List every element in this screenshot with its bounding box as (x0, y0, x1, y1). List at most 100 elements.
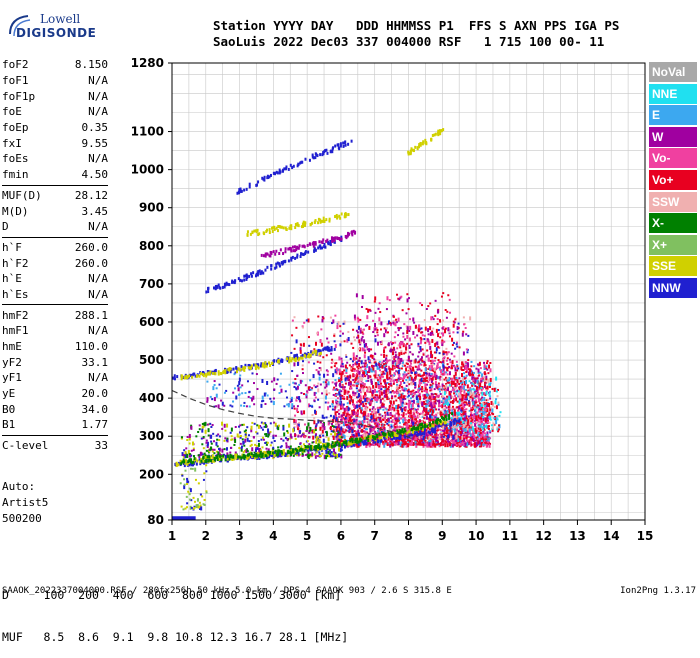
echo-point (483, 376, 485, 378)
echo-point (442, 364, 444, 368)
echo-point (280, 385, 282, 387)
echo-point (345, 417, 347, 419)
echo-point (250, 445, 252, 447)
echo-point (417, 389, 419, 393)
echo-point (297, 386, 299, 390)
echo-point (205, 464, 207, 466)
echo-point (397, 334, 399, 336)
echo-point (382, 409, 384, 411)
echo-point (459, 346, 461, 348)
echo-point (404, 403, 406, 405)
echo-point (462, 403, 464, 405)
echo-point (402, 398, 404, 400)
echo-point (223, 440, 225, 442)
echo-point (389, 359, 391, 361)
echo-point (447, 443, 449, 447)
echo-point (460, 428, 462, 430)
echo-point (328, 437, 330, 441)
echo-point (251, 422, 253, 424)
echo-point (388, 342, 390, 346)
echo-point (459, 405, 461, 407)
echo-point (374, 312, 376, 314)
echo-point (196, 504, 198, 508)
echo-point (430, 351, 432, 355)
echo-point (464, 417, 466, 421)
echo-point (359, 416, 361, 418)
echo-point (331, 359, 333, 361)
echo-point (441, 342, 443, 344)
echo-point (434, 315, 436, 317)
echo-point (376, 394, 378, 396)
echo-point (356, 361, 358, 363)
echo-point (187, 436, 189, 438)
echo-point (344, 386, 346, 388)
echo-point (423, 407, 425, 411)
echo-point (470, 412, 472, 414)
echo-point (311, 430, 313, 432)
echo-point (376, 432, 378, 434)
echo-point (253, 382, 255, 384)
echo-point (314, 392, 316, 396)
echo-point (480, 367, 482, 369)
echo-point (407, 381, 409, 383)
echo-point (375, 426, 377, 428)
echo-point (454, 424, 456, 428)
echo-point (320, 339, 322, 343)
echo-point (294, 348, 296, 350)
echo-point (431, 354, 433, 358)
echo-point (495, 377, 497, 381)
echo-point (444, 331, 446, 333)
echo-point (306, 392, 308, 394)
echo-point (333, 335, 335, 337)
echo-point (377, 377, 379, 379)
echo-point (243, 402, 245, 404)
echo-point (201, 429, 203, 433)
echo-point (263, 439, 265, 441)
echo-point (346, 407, 348, 411)
echo-point (431, 360, 433, 364)
echo-point (335, 426, 337, 428)
echo-point (370, 401, 372, 403)
echo-point (358, 326, 360, 330)
echo-point (489, 386, 491, 388)
echo-point (395, 400, 397, 402)
echo-point (369, 429, 371, 433)
echo-point (407, 443, 409, 447)
echo-point (485, 438, 487, 440)
echo-point (350, 385, 352, 387)
echo-point (317, 399, 319, 401)
echo-point (181, 506, 183, 508)
echo-point (412, 422, 414, 426)
echo-point (383, 415, 385, 417)
echo-point (452, 400, 454, 404)
echo-point (212, 424, 214, 426)
echo-point (210, 446, 212, 450)
echo-point (365, 386, 367, 388)
echo-point (388, 414, 390, 416)
echo-point (362, 366, 364, 368)
echo-point (386, 359, 388, 363)
echo-point (416, 396, 418, 400)
echo-point (449, 312, 451, 314)
echo-point (280, 438, 282, 440)
echo-point (424, 383, 426, 387)
echo-point (387, 412, 389, 414)
echo-point (226, 438, 228, 440)
echo-point (471, 436, 473, 438)
echo-point (424, 319, 426, 321)
echo-point (368, 326, 370, 330)
echo-point (366, 416, 368, 418)
echo-point (484, 368, 486, 370)
echo-point (258, 443, 260, 447)
echo-point (459, 436, 461, 440)
echo-point (383, 363, 385, 365)
echo-point (354, 381, 356, 383)
echo-point (335, 411, 337, 415)
echo-point (426, 380, 428, 382)
echo-point (355, 383, 357, 385)
echo-point (293, 316, 295, 318)
echo-point (483, 411, 485, 415)
echo-point (193, 455, 195, 457)
echo-point (267, 428, 269, 432)
echo-point (211, 398, 213, 400)
